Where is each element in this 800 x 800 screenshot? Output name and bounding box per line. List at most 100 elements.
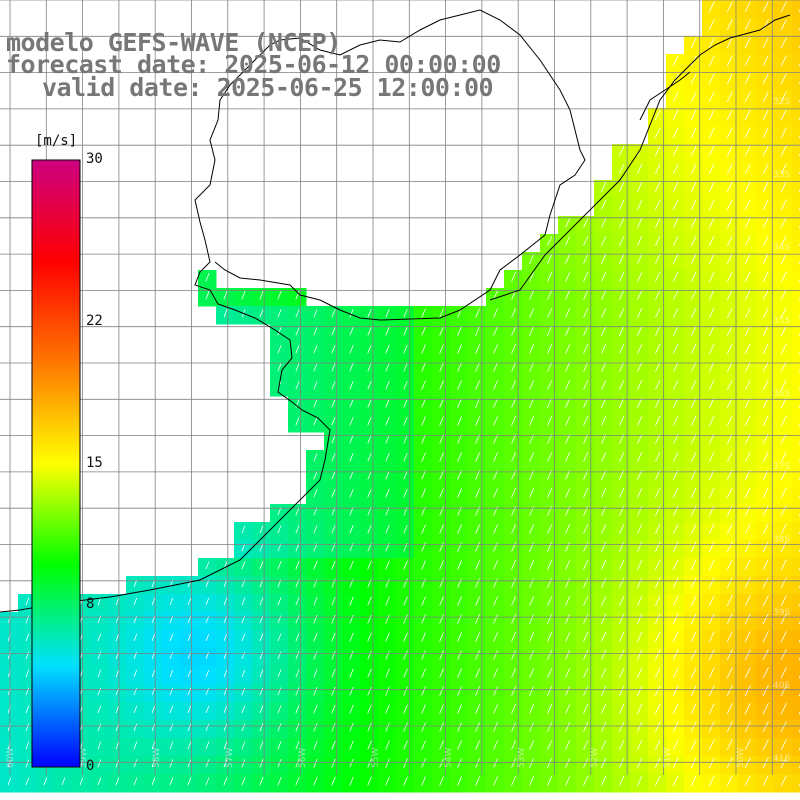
wind-speed-cell bbox=[144, 576, 163, 595]
wind-arrow bbox=[762, 775, 769, 787]
wind-speed-cell bbox=[360, 342, 379, 361]
wind-arrow bbox=[637, 326, 643, 336]
wind-arrow bbox=[601, 703, 607, 714]
wind-speed-cell bbox=[792, 522, 800, 541]
wind-speed-cell bbox=[342, 342, 361, 361]
wind-arrow bbox=[529, 380, 535, 390]
wind-speed-cell bbox=[288, 306, 307, 325]
wind-speed-cell bbox=[486, 648, 505, 667]
wind-speed-cell bbox=[666, 702, 685, 721]
wind-speed-cell bbox=[414, 360, 433, 379]
wind-speed-cell bbox=[702, 450, 721, 469]
wind-speed-cell bbox=[684, 234, 703, 253]
wind-speed-cell bbox=[666, 648, 685, 667]
wind-arrow bbox=[511, 542, 517, 552]
wind-arrow bbox=[690, 325, 697, 336]
wind-arrow bbox=[313, 489, 318, 498]
wind-speed-cell bbox=[252, 738, 271, 757]
wind-arrow bbox=[672, 145, 679, 157]
wind-speed-cell bbox=[576, 324, 595, 343]
wind-arrow bbox=[97, 651, 102, 660]
wind-speed-cell bbox=[522, 666, 541, 685]
wind-arrow bbox=[672, 739, 679, 751]
wind-arrow bbox=[205, 670, 210, 678]
wind-speed-cell bbox=[738, 414, 757, 433]
wind-speed-cell bbox=[648, 270, 667, 289]
wind-speed-cell bbox=[540, 666, 559, 685]
wind-speed-cell bbox=[630, 774, 649, 793]
wind-speed-cell bbox=[684, 108, 703, 127]
wind-speed-cell bbox=[576, 414, 595, 433]
wind-arrow bbox=[744, 667, 751, 679]
wind-arrow bbox=[601, 344, 607, 354]
wind-speed-cell bbox=[216, 648, 235, 667]
wind-speed-cell bbox=[360, 576, 379, 595]
wind-arrow bbox=[655, 380, 661, 390]
wind-speed-cell bbox=[288, 774, 307, 793]
wind-arrow bbox=[637, 380, 643, 390]
wind-speed-cell bbox=[216, 702, 235, 721]
wind-arrow bbox=[205, 723, 210, 732]
lon-label: 51W bbox=[663, 748, 673, 768]
wind-arrow bbox=[115, 633, 120, 642]
wind-arrow bbox=[547, 380, 553, 390]
wind-speed-cell bbox=[198, 648, 217, 667]
wind-arrow bbox=[655, 362, 661, 372]
wind-arrow bbox=[636, 163, 643, 174]
wind-arrow bbox=[744, 163, 751, 175]
wind-arrow bbox=[133, 723, 138, 732]
wind-arrow bbox=[762, 451, 769, 463]
wind-speed-cell bbox=[522, 540, 541, 559]
wind-speed-cell bbox=[774, 324, 793, 343]
wind-speed-cell bbox=[522, 414, 541, 433]
wind-speed-cell bbox=[594, 216, 613, 235]
wind-speed-cell bbox=[378, 324, 397, 343]
wind-arrow bbox=[637, 505, 643, 516]
wind-arrow bbox=[439, 434, 444, 444]
wind-arrow bbox=[43, 777, 48, 786]
wind-speed-cell bbox=[612, 288, 631, 307]
wind-arrow bbox=[672, 757, 679, 769]
wind-arrow bbox=[762, 217, 769, 229]
wind-arrow bbox=[295, 741, 300, 750]
wind-speed-cell bbox=[486, 720, 505, 739]
wind-speed-cell bbox=[90, 738, 109, 757]
wind-arrow bbox=[690, 73, 697, 85]
wind-speed-cell bbox=[450, 450, 469, 469]
wind-speed-cell bbox=[792, 540, 800, 559]
wind-arrow bbox=[672, 91, 679, 103]
wind-speed-cell bbox=[252, 684, 271, 703]
wind-speed-cell bbox=[738, 360, 757, 379]
wind-arrow bbox=[97, 705, 102, 714]
wind-speed-cell bbox=[594, 396, 613, 415]
wind-speed-cell bbox=[234, 774, 253, 793]
wind-arrow bbox=[439, 416, 444, 426]
wind-speed-cell bbox=[666, 144, 685, 163]
wind-arrow bbox=[780, 37, 787, 49]
wind-speed-cell bbox=[576, 234, 595, 253]
wind-speed-cell bbox=[702, 162, 721, 181]
wind-speed-cell bbox=[774, 36, 793, 55]
wind-speed-cell bbox=[450, 576, 469, 595]
wind-speed-cell bbox=[720, 414, 739, 433]
wind-speed-cell bbox=[180, 684, 199, 703]
wind-speed-cell bbox=[360, 306, 379, 325]
wind-speed-cell bbox=[720, 126, 739, 145]
wind-speed-cell bbox=[630, 558, 649, 577]
wind-arrow bbox=[475, 380, 480, 390]
wind-speed-cell bbox=[216, 684, 235, 703]
wind-arrow bbox=[726, 775, 733, 787]
wind-arrow bbox=[133, 687, 138, 696]
wind-arrow bbox=[493, 560, 498, 570]
wind-arrow bbox=[331, 614, 336, 624]
wind-speed-cell bbox=[414, 486, 433, 505]
wind-arrow bbox=[654, 127, 661, 139]
wind-speed-cell bbox=[684, 666, 703, 685]
wind-arrow bbox=[277, 363, 282, 372]
wind-arrow bbox=[547, 722, 553, 732]
wind-arrow bbox=[511, 362, 517, 372]
wind-arrow bbox=[780, 217, 787, 229]
wind-speed-cell bbox=[522, 432, 541, 451]
wind-speed-cell bbox=[576, 576, 595, 595]
wind-arrow bbox=[151, 705, 156, 714]
